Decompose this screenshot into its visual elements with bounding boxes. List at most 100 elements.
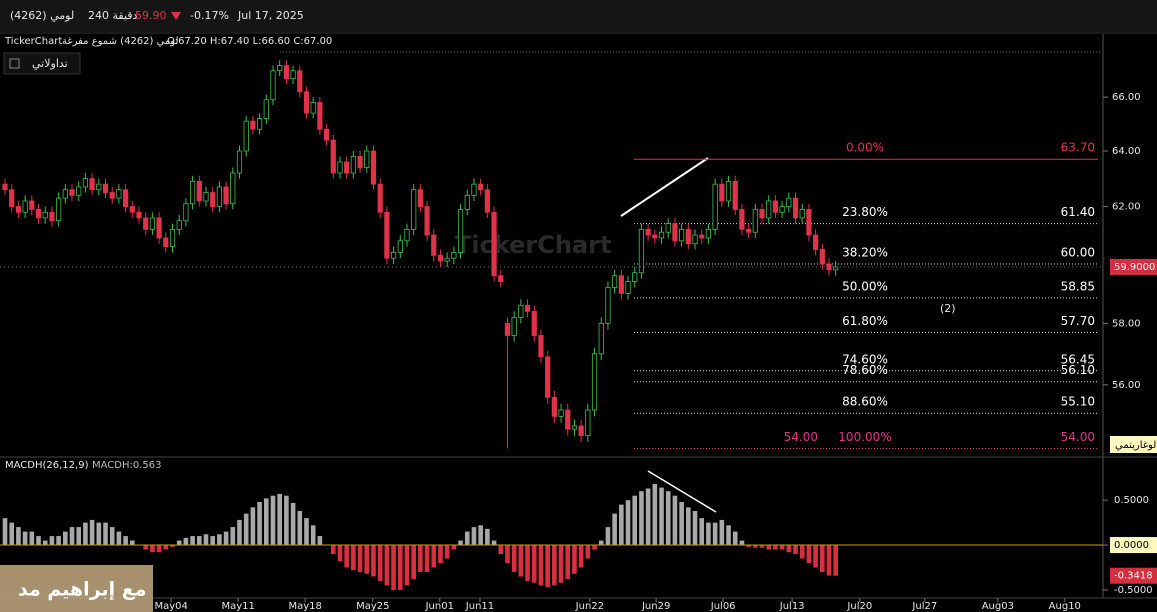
candle-body <box>9 189 15 207</box>
candle-body <box>538 335 544 358</box>
candle-body <box>210 192 216 207</box>
watermark: TickerChart <box>455 231 611 259</box>
candle-body <box>478 183 484 191</box>
candle-body <box>531 310 537 336</box>
chart-subtitle: لومي (4262) شموع مفرغة <box>62 36 179 47</box>
histogram-bar <box>652 484 658 546</box>
x-tick-label: Jun29 <box>641 601 670 612</box>
fib-pct: 23.80% <box>842 205 888 219</box>
histogram-bar <box>572 545 577 574</box>
histogram-bar <box>230 527 236 546</box>
candle-body <box>692 234 698 245</box>
histogram-bar <box>699 518 705 546</box>
candle-body <box>176 220 182 230</box>
x-tick-label: May18 <box>288 601 321 612</box>
candle-body <box>464 194 470 210</box>
candle-body <box>29 200 35 210</box>
histogram-bar <box>712 522 718 546</box>
histogram-bar <box>257 501 262 546</box>
candle-body <box>545 356 551 398</box>
candle-body <box>76 186 82 196</box>
histogram-bar <box>56 536 61 546</box>
histogram-bar <box>210 536 215 546</box>
candle-body <box>2 183 8 191</box>
candle-body <box>15 206 22 213</box>
candle-body <box>779 206 785 213</box>
candle-body <box>136 211 142 219</box>
date: Jul 17, 2025 <box>237 9 304 22</box>
histogram-bar <box>471 527 477 546</box>
histogram-bar <box>464 531 470 546</box>
fib-price: 63.70 <box>1061 141 1095 155</box>
x-tick-label: Jul13 <box>779 601 805 612</box>
candle-body <box>705 228 712 239</box>
x-tick-label: Jun22 <box>575 601 604 612</box>
candle-body <box>116 189 122 199</box>
my-trades-button[interactable] <box>3 52 81 75</box>
candle-body <box>337 161 343 174</box>
x-tick-label: Aug10 <box>1049 601 1081 612</box>
histogram-bar <box>304 518 309 546</box>
candle-body <box>404 228 410 242</box>
histogram-bar <box>337 545 343 562</box>
histogram-bar <box>578 545 584 568</box>
histogram-bar <box>22 531 28 546</box>
histogram-bar <box>585 545 591 559</box>
histogram-bar <box>364 545 370 574</box>
fib-price: 57.70 <box>1061 314 1095 328</box>
zero-box <box>1110 537 1157 554</box>
my-trades-label[interactable]: تداولاتي <box>32 57 68 70</box>
candle-body <box>437 254 444 262</box>
candle-body <box>739 209 745 230</box>
log-scale-box[interactable] <box>1110 436 1157 453</box>
candle-body <box>632 272 638 283</box>
histogram-bar <box>665 491 671 546</box>
histogram-bar <box>820 545 825 572</box>
candle-body <box>250 120 256 130</box>
candle-body <box>42 211 48 219</box>
candle-body <box>746 228 752 233</box>
macd-value: MACDH:0.563 <box>92 460 162 471</box>
candle-body <box>303 91 310 114</box>
x-tick-label: May04 <box>154 601 187 612</box>
candle-body <box>203 192 209 202</box>
histogram-bar <box>793 545 798 555</box>
histogram-bar <box>485 528 490 546</box>
histogram-bar <box>330 545 336 555</box>
log-scale-label[interactable]: لوغاريتمي <box>1115 440 1156 451</box>
candle-body <box>370 150 377 185</box>
candle-body <box>263 99 269 119</box>
histogram-bar <box>672 495 678 546</box>
candle-body <box>638 228 645 274</box>
histogram-bar <box>458 540 463 546</box>
x-tick-label: Aug03 <box>982 601 1014 612</box>
histogram-bar <box>223 531 229 546</box>
histogram-bar <box>619 504 624 546</box>
candle-body <box>411 189 417 230</box>
histogram-bar <box>424 545 430 572</box>
overlay-box <box>0 565 153 612</box>
histogram-bar <box>686 507 691 546</box>
candle-body <box>196 180 202 202</box>
histogram-bar <box>163 545 169 550</box>
candle-body <box>236 150 243 174</box>
histogram-bar <box>826 545 832 576</box>
histogram-bar <box>391 545 396 590</box>
histogram-bar <box>746 545 751 547</box>
histogram-bar <box>250 507 256 546</box>
histogram-bar <box>498 545 504 555</box>
histogram-bar <box>511 545 517 572</box>
histogram-bar <box>310 525 316 546</box>
y-tick-label: 64.00 <box>1112 146 1141 157</box>
candle-body <box>444 257 450 262</box>
candle-body <box>598 322 604 355</box>
candle-body <box>424 206 430 236</box>
candle-body <box>310 102 316 114</box>
candle-body <box>156 217 162 239</box>
histogram-bar <box>726 525 731 546</box>
candle-body <box>96 183 102 191</box>
candle-body <box>578 425 584 436</box>
candle-body <box>719 183 725 202</box>
